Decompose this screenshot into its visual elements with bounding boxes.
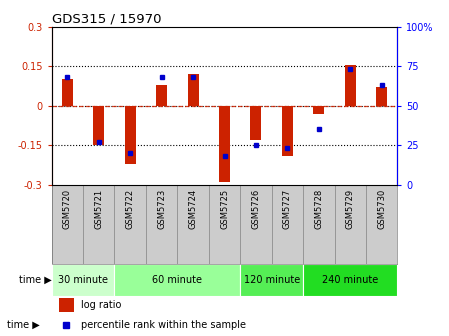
- Bar: [251, 106, 261, 140]
- Text: GSM5729: GSM5729: [346, 188, 355, 229]
- Bar: [114, 264, 240, 296]
- Bar: [376, 87, 387, 106]
- Text: GDS315 / 15970: GDS315 / 15970: [52, 13, 161, 26]
- Text: percentile rank within the sample: percentile rank within the sample: [81, 320, 246, 330]
- Text: GSM5721: GSM5721: [94, 188, 103, 229]
- Bar: [303, 264, 397, 296]
- Bar: [240, 264, 303, 296]
- Bar: [282, 106, 293, 156]
- Text: time ▶: time ▶: [7, 319, 40, 329]
- Text: log ratio: log ratio: [81, 300, 121, 310]
- Text: 60 minute: 60 minute: [152, 275, 202, 285]
- Bar: [156, 85, 167, 106]
- Text: 120 minute: 120 minute: [243, 275, 300, 285]
- Bar: [313, 106, 324, 114]
- Bar: [125, 106, 136, 164]
- Bar: [93, 106, 104, 145]
- Text: GSM5725: GSM5725: [220, 188, 229, 229]
- Text: GSM5722: GSM5722: [126, 188, 135, 229]
- Text: 30 minute: 30 minute: [58, 275, 108, 285]
- Bar: [58, 298, 74, 312]
- Text: GSM5727: GSM5727: [283, 188, 292, 229]
- Text: GSM5730: GSM5730: [377, 188, 386, 229]
- Bar: [188, 74, 198, 106]
- Text: GSM5726: GSM5726: [251, 188, 260, 229]
- Text: GSM5723: GSM5723: [157, 188, 166, 229]
- Text: GSM5720: GSM5720: [63, 188, 72, 229]
- Bar: [52, 264, 114, 296]
- Bar: [219, 106, 230, 182]
- Text: 240 minute: 240 minute: [322, 275, 379, 285]
- Bar: [345, 65, 356, 106]
- Text: GSM5728: GSM5728: [314, 188, 323, 229]
- Text: GSM5724: GSM5724: [189, 188, 198, 229]
- Text: time ▶: time ▶: [19, 275, 52, 285]
- Bar: [62, 80, 73, 106]
